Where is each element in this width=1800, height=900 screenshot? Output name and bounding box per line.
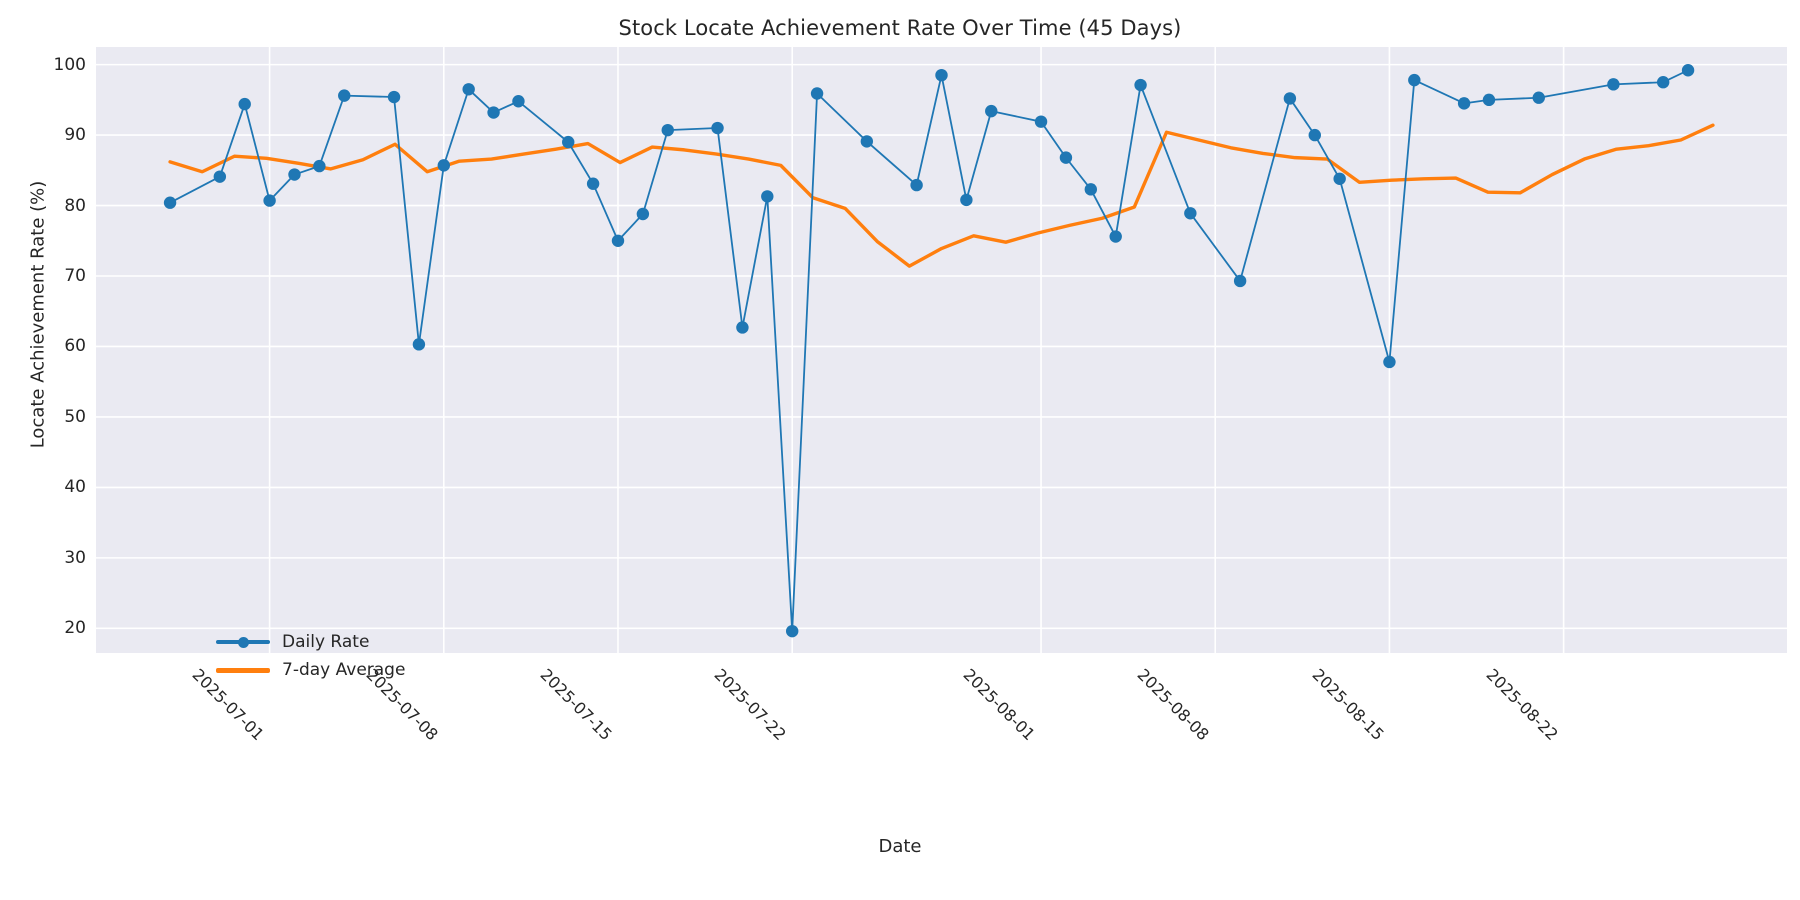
y-tick-label: 20: [64, 618, 86, 639]
chart-legend: Daily Rate 7-day Average: [208, 624, 413, 690]
legend-swatch-7-day-average: [216, 656, 270, 684]
legend-label-daily-rate: Daily Rate: [282, 632, 370, 652]
daily-rate-markers: [163, 64, 1695, 638]
y-tick-label: 40: [64, 477, 86, 498]
legend-swatch-daily-rate: [216, 628, 270, 656]
series-7-day-average: [168, 123, 1715, 268]
y-tick-label: 100: [53, 54, 86, 75]
legend-item-7-day-average[interactable]: 7-day Average: [216, 656, 405, 684]
vertical-gridlines: [268, 47, 1565, 653]
y-tick-label: 50: [64, 406, 86, 427]
y-tick-label: 70: [64, 266, 86, 286]
plot-area: Daily Rate 7-day Average: [96, 47, 1787, 680]
legend-label-7-day-average: 7-day Average: [282, 660, 406, 680]
y-tick-label: 80: [64, 195, 86, 216]
y-tick-label: 90: [64, 125, 86, 146]
plot-svg: [96, 47, 1787, 653]
y-axis-label: Locate Achievement Rate (%): [27, 180, 49, 449]
horizontal-gridlines: [96, 63, 1787, 630]
y-tick-label: 30: [64, 547, 86, 568]
legend-item-daily-rate[interactable]: Daily Rate: [216, 628, 405, 656]
series-daily-rate: [169, 69, 1689, 633]
x-axis-label: Date: [878, 836, 922, 857]
chart-title: Stock Locate Achievement Rate Over Time …: [618, 16, 1182, 40]
y-tick-label: 60: [64, 336, 86, 357]
